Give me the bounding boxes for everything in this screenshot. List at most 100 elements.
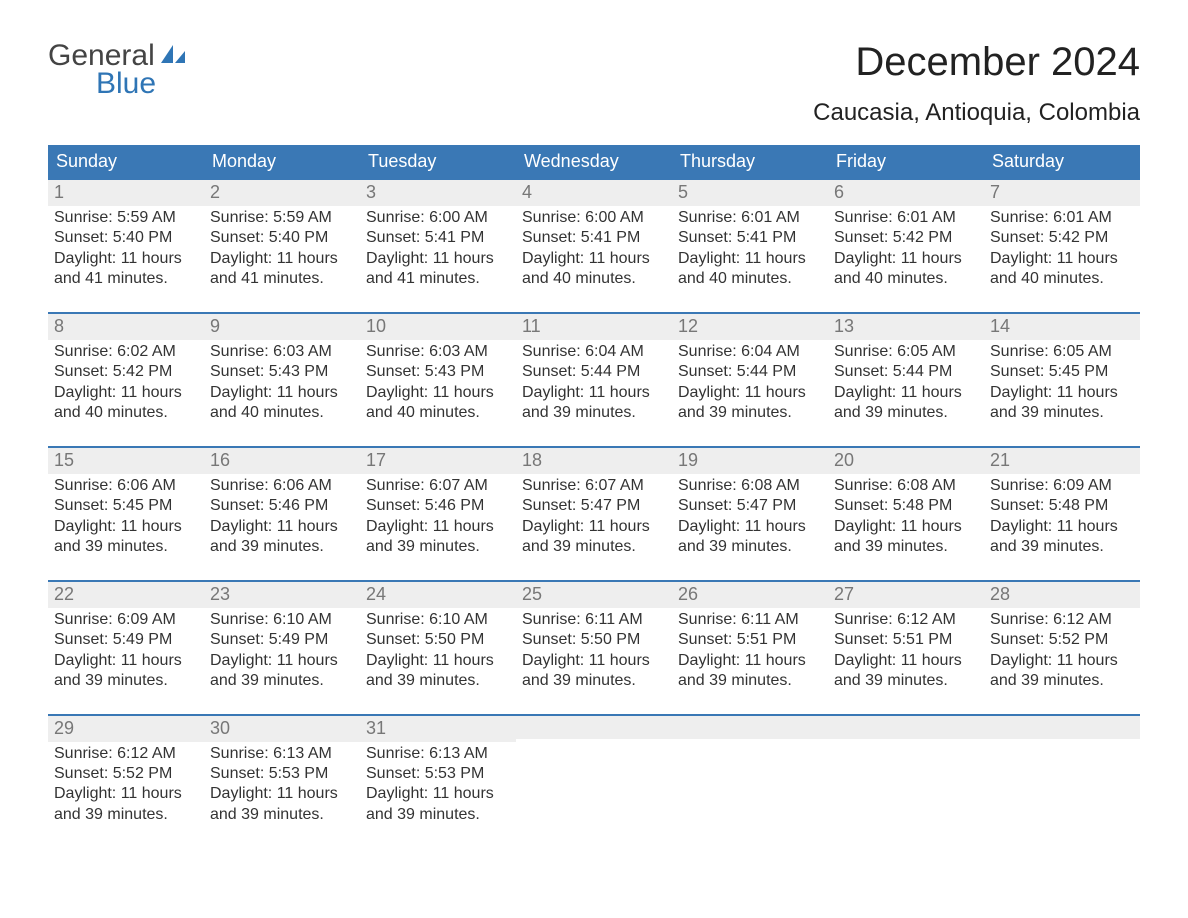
day-daylight2: and 39 minutes. — [522, 403, 666, 423]
weekday-header-tuesday: Tuesday — [360, 145, 516, 180]
day-body: Sunrise: 6:01 AMSunset: 5:42 PMDaylight:… — [828, 206, 984, 296]
day-number: 11 — [522, 316, 666, 337]
day-number-bar: 1 — [48, 180, 204, 206]
day-sunrise: Sunrise: 6:03 AM — [210, 342, 354, 362]
day-daylight1: Daylight: 11 hours — [210, 651, 354, 671]
day-sunrise: Sunrise: 6:13 AM — [366, 744, 510, 764]
day-number-bar — [516, 716, 672, 739]
day-daylight2: and 41 minutes. — [54, 269, 198, 289]
day-cell: 9Sunrise: 6:03 AMSunset: 5:43 PMDaylight… — [204, 314, 360, 430]
day-sunrise: Sunrise: 6:11 AM — [522, 610, 666, 630]
day-daylight2: and 39 minutes. — [678, 671, 822, 691]
day-daylight1: Daylight: 11 hours — [522, 249, 666, 269]
day-number: 9 — [210, 316, 354, 337]
day-sunset: Sunset: 5:41 PM — [678, 228, 822, 248]
day-daylight1: Daylight: 11 hours — [210, 383, 354, 403]
day-cell: 1Sunrise: 5:59 AMSunset: 5:40 PMDaylight… — [48, 180, 204, 296]
week-row: 1Sunrise: 5:59 AMSunset: 5:40 PMDaylight… — [48, 180, 1140, 296]
day-daylight2: and 39 minutes. — [210, 671, 354, 691]
day-body: Sunrise: 6:04 AMSunset: 5:44 PMDaylight:… — [516, 340, 672, 430]
day-sunset: Sunset: 5:45 PM — [54, 496, 198, 516]
day-daylight2: and 40 minutes. — [834, 269, 978, 289]
day-number: 5 — [678, 182, 822, 203]
day-body: Sunrise: 6:04 AMSunset: 5:44 PMDaylight:… — [672, 340, 828, 430]
day-body: Sunrise: 6:06 AMSunset: 5:45 PMDaylight:… — [48, 474, 204, 564]
day-number-bar: 31 — [360, 716, 516, 742]
day-number: 31 — [366, 718, 510, 739]
day-body: Sunrise: 6:03 AMSunset: 5:43 PMDaylight:… — [360, 340, 516, 430]
day-cell: 20Sunrise: 6:08 AMSunset: 5:48 PMDayligh… — [828, 448, 984, 564]
day-number: 18 — [522, 450, 666, 471]
day-body: Sunrise: 6:02 AMSunset: 5:42 PMDaylight:… — [48, 340, 204, 430]
weekday-header-friday: Friday — [828, 145, 984, 180]
day-sunrise: Sunrise: 6:11 AM — [678, 610, 822, 630]
day-sunrise: Sunrise: 6:08 AM — [834, 476, 978, 496]
day-sunset: Sunset: 5:44 PM — [522, 362, 666, 382]
day-body: Sunrise: 6:05 AMSunset: 5:44 PMDaylight:… — [828, 340, 984, 430]
day-number: 30 — [210, 718, 354, 739]
day-number-bar: 12 — [672, 314, 828, 340]
day-daylight1: Daylight: 11 hours — [522, 651, 666, 671]
day-sunset: Sunset: 5:42 PM — [990, 228, 1134, 248]
day-daylight2: and 39 minutes. — [834, 671, 978, 691]
day-number-bar: 15 — [48, 448, 204, 474]
day-number-bar: 30 — [204, 716, 360, 742]
day-daylight2: and 39 minutes. — [210, 805, 354, 825]
weekday-header-thursday: Thursday — [672, 145, 828, 180]
weeks-container: 1Sunrise: 5:59 AMSunset: 5:40 PMDaylight… — [48, 180, 1140, 831]
day-number: 17 — [366, 450, 510, 471]
day-sunrise: Sunrise: 6:08 AM — [678, 476, 822, 496]
day-daylight1: Daylight: 11 hours — [834, 517, 978, 537]
day-number-bar: 27 — [828, 582, 984, 608]
day-cell: 2Sunrise: 5:59 AMSunset: 5:40 PMDaylight… — [204, 180, 360, 296]
day-sunset: Sunset: 5:44 PM — [678, 362, 822, 382]
day-sunrise: Sunrise: 6:07 AM — [522, 476, 666, 496]
day-sunrise: Sunrise: 6:00 AM — [366, 208, 510, 228]
day-daylight1: Daylight: 11 hours — [210, 517, 354, 537]
day-cell — [984, 716, 1140, 832]
day-daylight2: and 39 minutes. — [366, 671, 510, 691]
day-daylight2: and 41 minutes. — [366, 269, 510, 289]
day-daylight1: Daylight: 11 hours — [54, 517, 198, 537]
day-daylight1: Daylight: 11 hours — [834, 383, 978, 403]
day-daylight2: and 39 minutes. — [366, 537, 510, 557]
day-cell: 10Sunrise: 6:03 AMSunset: 5:43 PMDayligh… — [360, 314, 516, 430]
day-number: 24 — [366, 584, 510, 605]
calendar: SundayMondayTuesdayWednesdayThursdayFrid… — [48, 145, 1140, 831]
day-daylight1: Daylight: 11 hours — [834, 651, 978, 671]
day-sunset: Sunset: 5:49 PM — [210, 630, 354, 650]
day-number: 20 — [834, 450, 978, 471]
title-block: December 2024 Caucasia, Antioquia, Colom… — [813, 40, 1140, 137]
day-daylight1: Daylight: 11 hours — [678, 249, 822, 269]
day-body: Sunrise: 6:08 AMSunset: 5:47 PMDaylight:… — [672, 474, 828, 564]
day-body: Sunrise: 6:13 AMSunset: 5:53 PMDaylight:… — [204, 742, 360, 832]
day-body: Sunrise: 6:01 AMSunset: 5:41 PMDaylight:… — [672, 206, 828, 296]
day-number: 15 — [54, 450, 198, 471]
day-number: 23 — [210, 584, 354, 605]
day-number-bar: 4 — [516, 180, 672, 206]
day-number-bar: 18 — [516, 448, 672, 474]
day-sunset: Sunset: 5:47 PM — [678, 496, 822, 516]
day-sunset: Sunset: 5:40 PM — [210, 228, 354, 248]
day-number-bar: 8 — [48, 314, 204, 340]
day-body: Sunrise: 6:07 AMSunset: 5:47 PMDaylight:… — [516, 474, 672, 564]
day-number-bar: 9 — [204, 314, 360, 340]
day-sunrise: Sunrise: 6:01 AM — [678, 208, 822, 228]
day-cell: 26Sunrise: 6:11 AMSunset: 5:51 PMDayligh… — [672, 582, 828, 698]
day-daylight1: Daylight: 11 hours — [366, 383, 510, 403]
day-number: 7 — [990, 182, 1134, 203]
day-number: 26 — [678, 584, 822, 605]
day-daylight2: and 39 minutes. — [54, 671, 198, 691]
day-daylight1: Daylight: 11 hours — [366, 651, 510, 671]
day-number-bar: 5 — [672, 180, 828, 206]
month-title: December 2024 — [813, 40, 1140, 85]
day-number: 22 — [54, 584, 198, 605]
day-sunset: Sunset: 5:48 PM — [990, 496, 1134, 516]
day-number-bar: 7 — [984, 180, 1140, 206]
day-number-bar: 28 — [984, 582, 1140, 608]
day-number-bar: 17 — [360, 448, 516, 474]
header: General Blue December 2024 Caucasia, Ant… — [48, 40, 1140, 137]
day-body: Sunrise: 6:11 AMSunset: 5:50 PMDaylight:… — [516, 608, 672, 698]
day-number-bar: 26 — [672, 582, 828, 608]
day-cell: 18 Sunrise: 6:07 AMSunset: 5:47 PMDayligh… — [516, 448, 672, 564]
